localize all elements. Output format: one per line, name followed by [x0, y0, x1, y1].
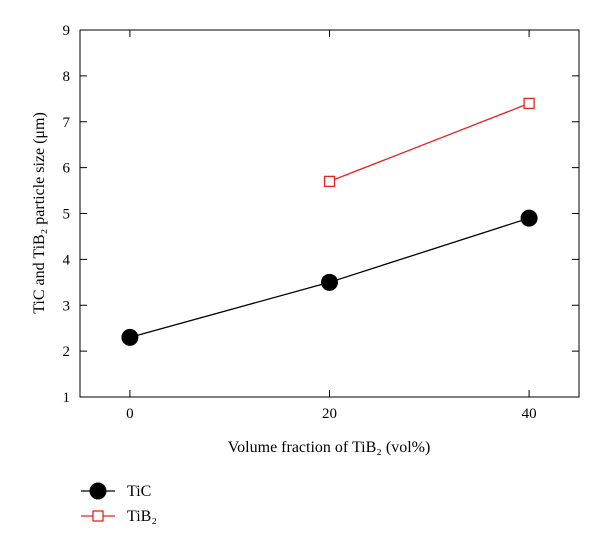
- y-axis-title: TiC and TiB₂ particle size (μm): [31, 112, 48, 314]
- y-tick-label: 9: [63, 23, 71, 39]
- data-point: [523, 97, 535, 110]
- data-point: [121, 328, 139, 346]
- y-tick-label: 3: [63, 298, 71, 314]
- data-point: [520, 209, 538, 227]
- y-tick-label: 4: [63, 252, 71, 268]
- x-tick-label: 20: [322, 406, 337, 422]
- plot-frame: [79, 29, 580, 398]
- x-tick-label: 40: [522, 406, 537, 422]
- data-point: [321, 273, 338, 291]
- x-axis-title: Volume fraction of TiB₂ (vol%): [228, 439, 431, 456]
- data-point: [323, 175, 336, 188]
- legend: TiC TiB₂: [81, 482, 157, 525]
- series-layer: [121, 97, 538, 346]
- axis-ticks: 1 2 3 4 5 6 7 8 9 0 20 40: [63, 23, 579, 422]
- y-tick-label: 6: [63, 161, 71, 177]
- legend-marker: [89, 482, 107, 500]
- x-tick-label: 0: [126, 406, 134, 422]
- series-line: [329, 102, 530, 182]
- legend-label: TiB₂: [127, 508, 157, 525]
- y-tick-label: 2: [63, 344, 71, 360]
- y-tick-label: 8: [63, 69, 71, 85]
- legend-label: TiC: [127, 483, 151, 500]
- legend-marker: [92, 510, 104, 522]
- y-tick-label: 5: [63, 207, 71, 223]
- y-tick-label: 1: [63, 390, 71, 406]
- y-tick-label: 7: [63, 115, 71, 131]
